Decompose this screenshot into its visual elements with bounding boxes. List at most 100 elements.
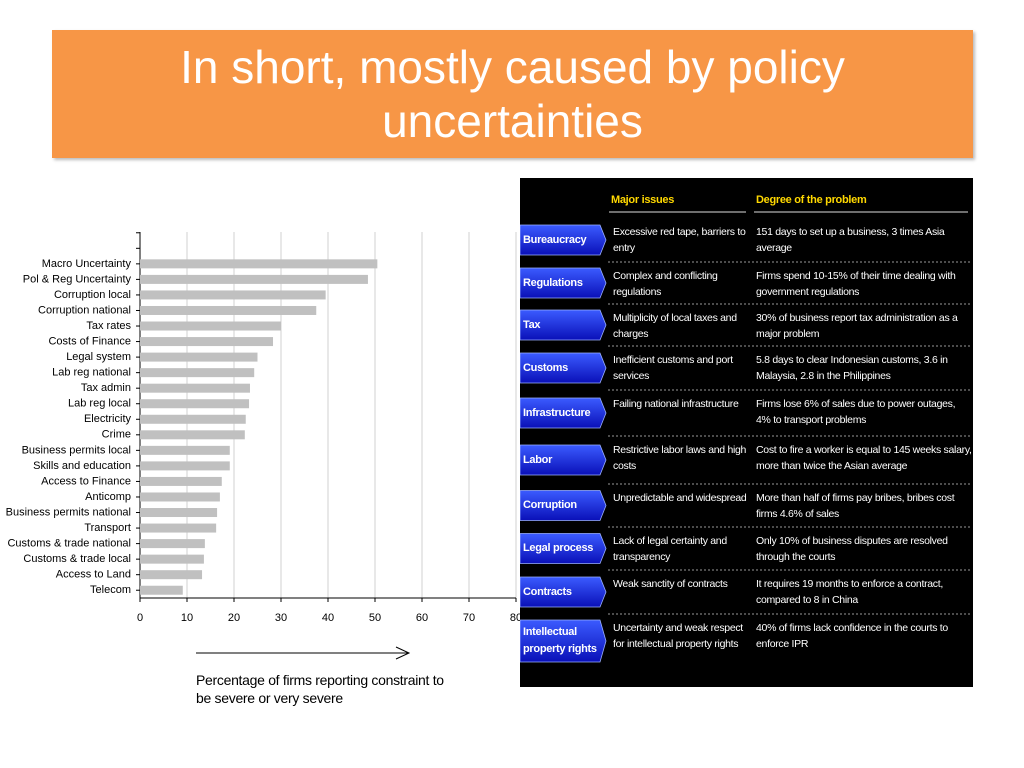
table-cell: Firms spend 10-15% of their time dealing… bbox=[756, 270, 956, 298]
bar bbox=[140, 274, 368, 284]
y-tick-label: Transport bbox=[84, 522, 131, 534]
table-shapes bbox=[520, 211, 970, 663]
row-label: Tax bbox=[523, 318, 541, 331]
table-cell: Multiplicity of local taxes and charges bbox=[613, 312, 737, 340]
row-label: Infrastructure bbox=[523, 406, 591, 419]
y-tick-label: Telecom bbox=[90, 584, 131, 596]
issues-table: Major issues Degree of the problem Bureauc… bbox=[520, 178, 973, 687]
table-cell: Only 10% of business disputes are resolv… bbox=[756, 535, 948, 563]
y-tick-label: Business permits national bbox=[6, 506, 131, 518]
chart: 0 10 20 30 40 50 60 70 80 Macro Uncertainty Pol & … bbox=[6, 232, 520, 660]
y-tick-label: Anticomp bbox=[85, 491, 131, 503]
y-tick-label: Tax rates bbox=[86, 320, 131, 332]
row-label-box bbox=[520, 352, 607, 384]
table-cell: 151 days to set up a business, 3 times A… bbox=[756, 226, 945, 254]
x-tick-label: 60 bbox=[416, 612, 428, 624]
bar bbox=[140, 570, 203, 580]
x-tick-label: 10 bbox=[181, 612, 193, 624]
y-tick-label: Customs & trade local bbox=[23, 553, 131, 565]
x-tick-label: 70 bbox=[463, 612, 475, 624]
row-label: Regulations bbox=[523, 276, 583, 289]
table-cell: Failing national infrastructure bbox=[613, 398, 739, 410]
column-header: Degree of the problem bbox=[756, 194, 867, 206]
bar bbox=[140, 585, 183, 595]
bar bbox=[140, 259, 378, 269]
bar bbox=[140, 368, 255, 378]
bar bbox=[140, 508, 218, 518]
bar bbox=[140, 290, 326, 300]
row-label-box bbox=[520, 224, 607, 256]
slide-title: In short, mostly caused by policy uncert… bbox=[52, 30, 973, 158]
table-cell: It requires 19 months to enforce a contr… bbox=[756, 578, 943, 606]
row-label-box bbox=[520, 576, 607, 608]
x-tick-label: 20 bbox=[228, 612, 240, 624]
y-tick-label: Crime bbox=[102, 429, 131, 441]
bar bbox=[140, 321, 281, 331]
table-cell: 5.8 days to clear Indonesian customs, 3.… bbox=[756, 354, 948, 382]
arrow bbox=[196, 646, 411, 660]
y-tick-label: Costs of Finance bbox=[48, 335, 131, 347]
row-label-box bbox=[520, 490, 607, 521]
row-label-box bbox=[520, 619, 607, 663]
row-label: Intellectual property rights bbox=[523, 626, 597, 655]
bar bbox=[140, 554, 204, 564]
y-tick-label: Tax admin bbox=[81, 382, 131, 394]
row-label: Contracts bbox=[523, 585, 572, 598]
row-label: Labor bbox=[523, 453, 553, 466]
table-cell: Uncertainty and weak respect for intelle… bbox=[613, 622, 743, 650]
table-cell: Excessive red tape, barriers to entry bbox=[613, 226, 746, 254]
table-cell: Lack of legal certainty and transparency bbox=[613, 535, 727, 563]
row-label: Customs bbox=[523, 361, 568, 374]
row-label-box bbox=[520, 397, 607, 429]
y-tick-label: Skills and education bbox=[33, 460, 131, 472]
bar bbox=[140, 352, 258, 362]
x-tick-label: 40 bbox=[322, 612, 334, 624]
table-cell: 40% of firms lack confidence in the cour… bbox=[756, 622, 948, 650]
y-tick-label: Electricity bbox=[84, 413, 132, 425]
bar bbox=[140, 445, 230, 455]
bar bbox=[140, 305, 317, 315]
x-axis-label: Percentage of firms reporting constraint… bbox=[196, 672, 444, 706]
table-cell: Inefficient customs and port services bbox=[613, 354, 733, 382]
y-tick-label: Business permits local bbox=[22, 444, 131, 456]
y-tick-label: Legal system bbox=[66, 351, 131, 363]
table-cell: Firms lose 6% of sales due to power outa… bbox=[756, 398, 956, 426]
row-label-box bbox=[520, 309, 607, 341]
y-tick-label: Macro Uncertainty bbox=[42, 258, 132, 270]
table-cell: Restrictive labor laws and high costs bbox=[613, 444, 747, 472]
bar bbox=[140, 399, 250, 409]
bar bbox=[140, 492, 220, 502]
bar bbox=[140, 430, 245, 440]
bar bbox=[140, 539, 205, 549]
bar bbox=[140, 476, 222, 486]
bar bbox=[140, 383, 250, 393]
bar bbox=[140, 337, 274, 347]
y-tick-label: Corruption national bbox=[38, 304, 131, 316]
bar bbox=[140, 414, 246, 424]
y-tick-label: Lab reg national bbox=[52, 367, 131, 379]
y-tick-label: Customs & trade national bbox=[7, 538, 131, 550]
table-cell: 30% of business report tax administratio… bbox=[756, 312, 958, 340]
x-tick-label: 0 bbox=[137, 612, 143, 624]
y-tick-label: Access to Finance bbox=[41, 475, 131, 487]
table-cell: Cost to fire a worker is equal to 145 we… bbox=[756, 444, 972, 472]
row-label: Legal process bbox=[523, 542, 594, 554]
table-cell: Unpredictable and widespread bbox=[613, 492, 747, 504]
row-label-box bbox=[520, 444, 607, 476]
row-label-box bbox=[520, 533, 607, 564]
y-tick-label: Pol & Reg Uncertainty bbox=[23, 273, 132, 285]
column-header: Major issues bbox=[611, 194, 675, 206]
y-tick-label: Access to Land bbox=[56, 569, 131, 581]
table-cell: More than half of firms pay bribes, brib… bbox=[756, 492, 955, 520]
x-tick-label: 30 bbox=[275, 612, 287, 624]
bar bbox=[140, 461, 230, 471]
bar bbox=[140, 523, 217, 533]
row-label: Corruption bbox=[523, 499, 577, 511]
y-tick-label: Corruption local bbox=[54, 289, 131, 301]
row-label-box bbox=[520, 267, 607, 299]
y-tick-label: Lab reg local bbox=[68, 398, 131, 410]
x-tick-label: 80 bbox=[510, 612, 520, 624]
table-cell: Weak sanctity of contracts bbox=[613, 578, 728, 590]
table-cell: Complex and conflicting regulations bbox=[613, 270, 718, 298]
